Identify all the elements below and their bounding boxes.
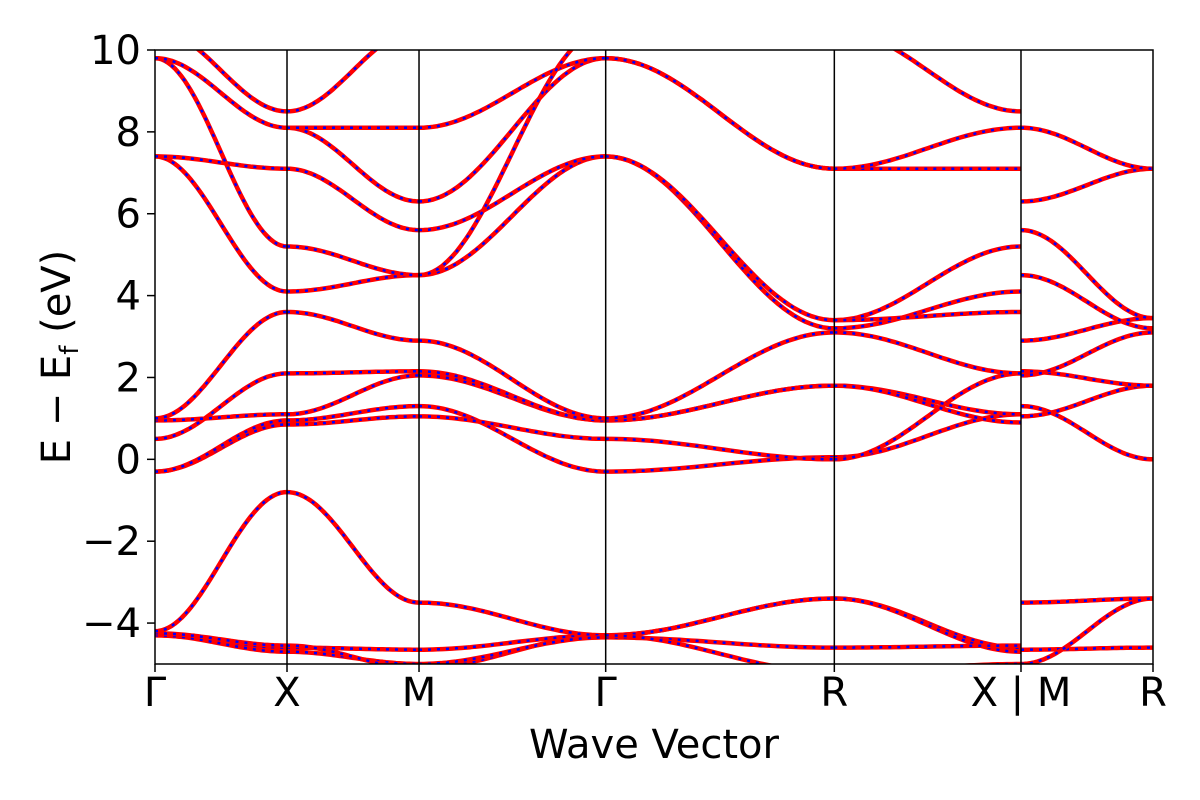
band-line-b-2-12 (418, 56, 606, 130)
band-line-a-4-8 (834, 330, 1022, 376)
band-line-b-0-3 (155, 490, 288, 633)
y-axis-label-unit: (eV) (34, 250, 80, 346)
band-line-b-4-1 (834, 597, 1022, 653)
band-line-b-1-3 (286, 490, 420, 604)
y-tick-label-2: 0 (116, 437, 141, 483)
band-line-b-3-8 (605, 331, 835, 420)
x-tick-label-0: Γ (144, 670, 167, 716)
band-line-a-0-5 (155, 418, 288, 474)
y-axis-label: E − Ef (eV) (34, 250, 85, 465)
band-line-b-5-8 (1020, 273, 1153, 330)
y-axis-label-subscript: f (55, 345, 85, 355)
y-tick-label-7: 10 (90, 28, 141, 74)
band-line-b-5-1 (1021, 646, 1153, 651)
bands-layer (155, 50, 1153, 664)
band-line-b-0-4 (155, 423, 288, 473)
band-line-a-0-12 (155, 55, 288, 131)
band-line-a-0-1 (155, 633, 287, 654)
band-line-b-3-9 (605, 155, 835, 330)
y-tick-label-6: 8 (116, 110, 141, 156)
band-line-b-1-6 (287, 370, 419, 375)
band-line-a-3-12 (605, 55, 835, 171)
band-line-b-5-3 (1020, 404, 1153, 461)
band-line-a-2-9 (418, 154, 606, 278)
band-line-a-2-2 (418, 600, 606, 638)
k-point-lines (286, 50, 1022, 664)
band-line-b-4-10 (834, 245, 1022, 322)
y-axis-label-main: E − E (34, 355, 80, 465)
band-line-b-2-4 (418, 404, 606, 473)
band-line-b-3-3 (605, 634, 770, 664)
x-tick-label-3: Γ (595, 670, 618, 716)
plot-area-background (155, 50, 1153, 664)
band-line-b-3-5 (605, 437, 835, 461)
y-tick-label-1: −2 (82, 519, 141, 565)
band-line-b-1-1 (287, 650, 419, 664)
x-tick-label-6: R (1139, 670, 1167, 716)
y-tick-label-0: −4 (82, 601, 141, 647)
x-tick-label-2: M (402, 670, 437, 716)
band-line-a-1-9 (287, 272, 420, 294)
x-tick-label-1: X (273, 670, 300, 716)
band-line-b-1-0 (287, 646, 419, 651)
band-line-a-0-8 (155, 309, 288, 421)
band-line-b-4-2 (834, 644, 1021, 649)
band-line-a-2-3 (419, 635, 606, 664)
band-line-a-4-9 (834, 289, 1022, 331)
band-line-b-0-6 (155, 372, 288, 441)
band-line-b-2-10 (418, 155, 606, 232)
band-line-b-0-7 (155, 413, 287, 422)
band-line-b-3-1 (605, 597, 835, 637)
band-line-b-1-4 (287, 415, 419, 426)
band-line-a-1-12 (286, 125, 420, 204)
plot-frame (154, 49, 1154, 665)
band-line-b-1-11 (286, 167, 420, 232)
band-line-b-0-9 (155, 155, 288, 293)
x-tick-label-5: X | M (971, 670, 1072, 716)
band-line-b-2-11 (418, 56, 606, 203)
band-line-b-0-2 (155, 632, 287, 647)
band-line-b-4-11 (834, 310, 1021, 322)
y-tick-label-4: 4 (116, 274, 141, 320)
band-line-a-5-7 (1021, 315, 1153, 343)
band-line-b-3-10 (605, 155, 835, 322)
y-axis: −4 −2 0 2 4 6 8 10 (82, 28, 155, 647)
band-line-b-3-7 (605, 384, 835, 422)
band-line-b-1-5 (287, 404, 419, 422)
band-line-a-2-1 (419, 633, 606, 652)
band-line-a-4-5 (834, 371, 1022, 462)
band-line-b-5-6 (1021, 331, 1153, 377)
band-line-b-5-0 (1021, 597, 1153, 604)
x-axis: Γ X M Γ R X | M R (144, 664, 1167, 716)
band-line-a-1-14 (286, 50, 379, 114)
band-line-a-1-2 (287, 643, 396, 664)
band-line-a-5-10 (1020, 166, 1153, 204)
band-line-a-5-4 (1020, 383, 1153, 419)
band-line-b-5-11 (1021, 126, 1153, 170)
x-tick-label-4: R (820, 670, 848, 716)
band-line-b-5-2 (1020, 597, 1153, 664)
band-line-a-4-7 (834, 383, 1022, 425)
band-line-a-4-13 (834, 125, 1021, 171)
band-line-a-1-7 (286, 373, 420, 417)
band-line-b-0-11 (155, 56, 288, 248)
band-line-a-1-8 (287, 309, 419, 343)
band-line-b-0-10 (155, 155, 287, 170)
band-line-b-2-8 (418, 339, 606, 420)
band-line-b-2-13 (418, 50, 573, 277)
band-line-a-1-10 (287, 244, 419, 278)
band-line-b-5-9 (1020, 228, 1153, 320)
band-line-b-5-5 (1021, 370, 1153, 387)
band-line-a-4-14 (892, 50, 1022, 114)
band-line-b-0-13 (197, 50, 288, 113)
band-line-a-2-5 (419, 414, 606, 442)
y-tick-label-5: 6 (116, 192, 141, 238)
y-tick-label-3: 2 (116, 355, 141, 401)
band-line-b-2-7 (418, 370, 606, 422)
x-axis-label: Wave Vector (529, 722, 780, 768)
